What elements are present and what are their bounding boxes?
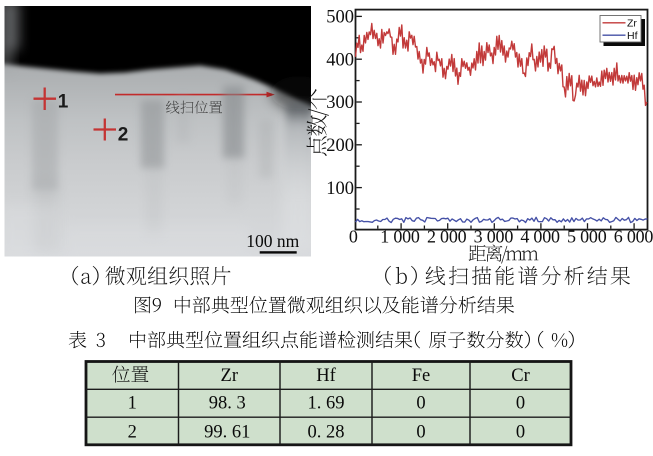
svg-text:0: 0 — [516, 394, 525, 414]
svg-text:0: 0 — [349, 227, 358, 247]
svg-text:6 000: 6 000 — [614, 227, 653, 247]
svg-text:2: 2 — [128, 422, 137, 442]
svg-text:0. 28: 0. 28 — [308, 422, 345, 442]
svg-text:4 000: 4 000 — [520, 227, 560, 247]
svg-text:1: 1 — [58, 92, 69, 113]
svg-text:0: 0 — [416, 422, 425, 442]
svg-text:99. 61: 99. 61 — [204, 422, 250, 442]
svg-text:Hf: Hf — [627, 30, 638, 42]
svg-text:5 000: 5 000 — [567, 227, 607, 247]
svg-text:0: 0 — [516, 422, 525, 442]
svg-text:Fe: Fe — [412, 366, 431, 386]
svg-text:Zr: Zr — [627, 18, 637, 30]
svg-text:Cr: Cr — [511, 366, 530, 386]
svg-text:100 nm: 100 nm — [246, 231, 299, 251]
svg-text:500: 500 — [326, 8, 354, 28]
svg-text:2 000: 2 000 — [427, 227, 467, 247]
svg-text:1. 69: 1. 69 — [308, 394, 345, 414]
svg-text:Zr: Zr — [221, 366, 238, 386]
svg-text:1: 1 — [128, 394, 137, 414]
svg-text:1 000: 1 000 — [380, 227, 420, 247]
svg-text:100: 100 — [326, 179, 354, 199]
svg-text:Hf: Hf — [316, 366, 336, 386]
svg-text:98. 3: 98. 3 — [209, 394, 246, 414]
svg-text:2: 2 — [118, 124, 129, 145]
svg-text:3 000: 3 000 — [474, 227, 514, 247]
svg-text:200: 200 — [326, 136, 354, 156]
svg-text:300: 300 — [326, 93, 354, 113]
svg-text:400: 400 — [326, 50, 354, 70]
svg-text:0: 0 — [416, 394, 425, 414]
